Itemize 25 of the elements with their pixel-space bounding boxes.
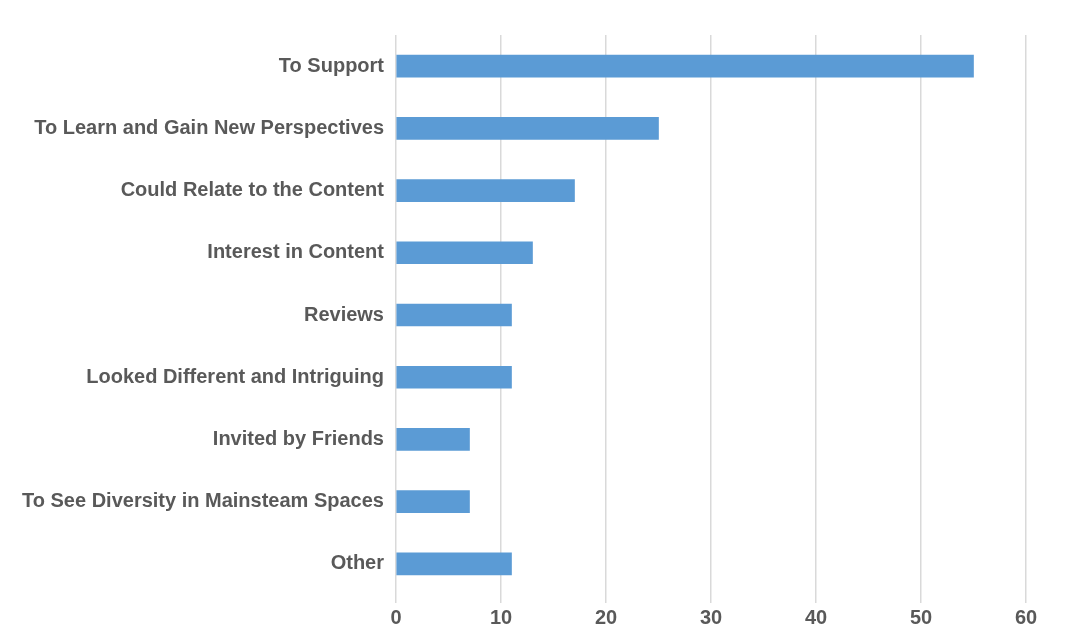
bar	[396, 552, 512, 576]
x-tick-label: 50	[909, 605, 933, 628]
y-tick-label: To Support	[278, 53, 385, 76]
x-tick-label: 40	[804, 605, 828, 628]
x-tick-label: 0	[390, 605, 402, 628]
bar	[396, 490, 470, 513]
x-tick-label: 20	[594, 605, 618, 628]
x-tick-label: 30	[699, 605, 723, 628]
y-tick-label: Interest in Content	[207, 240, 385, 263]
bar	[396, 117, 659, 140]
bar	[396, 179, 575, 202]
bar	[396, 241, 533, 265]
y-tick-label: Looked Different and Intriguing	[86, 364, 384, 387]
y-tick-label: To See Diversity in Mainsteam Spaces	[21, 489, 384, 512]
y-tick-label: Other	[330, 551, 385, 574]
bar	[396, 303, 512, 327]
bar	[396, 428, 470, 451]
bar	[396, 54, 974, 78]
x-tick-label: 10	[489, 605, 513, 628]
y-tick-label: To Learn and Gain New Perspectives	[34, 115, 384, 138]
y-tick-label: Could Relate to the Content	[120, 178, 385, 201]
y-tick-label: Invited by Friends	[212, 426, 384, 449]
bar	[396, 365, 512, 389]
x-tick-label: 60	[1014, 605, 1038, 628]
y-tick-label: Reviews	[303, 302, 384, 325]
